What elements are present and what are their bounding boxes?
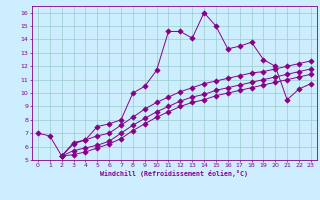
X-axis label: Windchill (Refroidissement éolien,°C): Windchill (Refroidissement éolien,°C)	[100, 170, 248, 177]
